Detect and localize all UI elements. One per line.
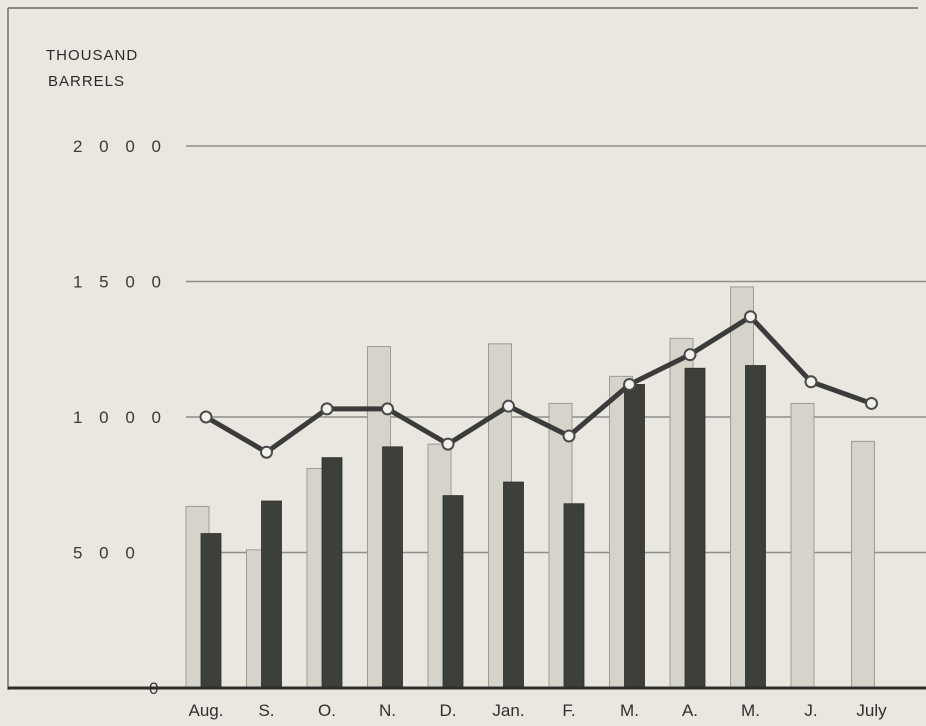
line-point-5 [502, 399, 515, 413]
line-point-8 [683, 348, 697, 362]
x-tick-label-10: J. [804, 701, 817, 720]
x-tick-label-2: O. [318, 701, 336, 720]
y-tick-label-1000: 1 0 0 0 [73, 408, 167, 427]
line-point-11 [865, 396, 878, 410]
dark-bar-4 [442, 495, 464, 689]
chart-frame [7, 7, 918, 690]
line-point-1 [260, 445, 273, 459]
line-point-6 [562, 429, 576, 443]
y-axis-title: THOUSAND BARRELS [46, 47, 138, 90]
line-series-path [204, 314, 873, 455]
dark-bar-0 [200, 533, 222, 689]
line-point-3 [381, 402, 394, 416]
light-bar-11 [851, 440, 875, 689]
line-point-2 [320, 402, 334, 416]
dark-bar-2 [321, 457, 343, 689]
line-point-7 [623, 377, 636, 391]
x-tick-label-5: Jan. [492, 701, 524, 720]
line-point-9 [744, 310, 757, 324]
dark-bar-5 [503, 481, 524, 689]
dark-bar-6 [563, 503, 585, 689]
y-axis-title-line-1: THOUSAND [46, 47, 138, 64]
dark-bar-3 [382, 446, 403, 689]
y-tick-label-500: 5 0 0 [73, 544, 141, 563]
y-tick-label-2000: 2 0 0 0 [73, 137, 167, 156]
dark-bar-series [200, 365, 766, 689]
line-point-4 [441, 437, 455, 451]
line-point-10 [804, 375, 818, 389]
y-tick-label-1500: 1 5 0 0 [73, 273, 167, 292]
x-tick-label-7: M. [620, 701, 639, 720]
line-series [199, 310, 878, 459]
x-tick-label-6: F. [562, 701, 575, 720]
dark-bar-7 [624, 384, 645, 689]
x-tick-label-9: M. [741, 701, 760, 720]
light-bar-10 [790, 402, 815, 689]
x-tick-label-11: July [856, 701, 887, 720]
dark-bar-9 [745, 365, 766, 689]
y-axis-title-line-2: BARRELS [48, 73, 125, 90]
line-point-0 [199, 410, 213, 424]
x-tick-label-3: N. [379, 701, 396, 720]
x-tick-label-4: D. [440, 701, 457, 720]
x-tick-label-0: Aug. [189, 701, 224, 720]
x-tick-label-8: A. [682, 701, 698, 720]
dark-bar-1 [261, 500, 282, 689]
dark-bar-8 [684, 367, 706, 689]
x-tick-labels: Aug. S. O. N. D. Jan. F. M. A. M. J. July [189, 701, 888, 720]
x-tick-label-1: S. [258, 701, 274, 720]
